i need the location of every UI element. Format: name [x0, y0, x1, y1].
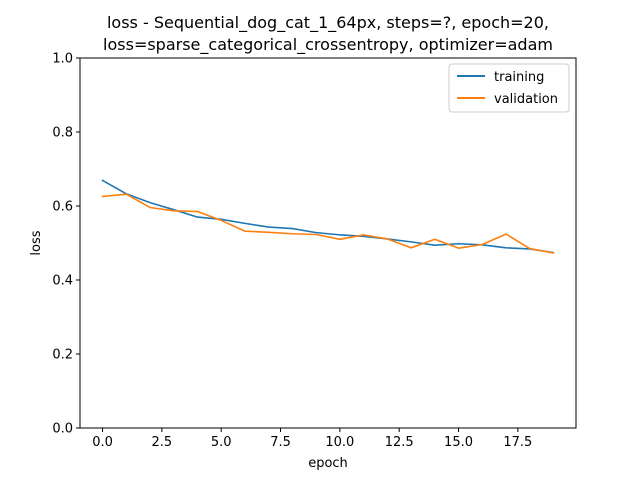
y-axis-ticks: 0.0 0.2 0.4 0.6 0.8 1.0	[52, 52, 80, 437]
x-tick-label: 12.5	[385, 435, 414, 450]
x-tick-label: 0.0	[92, 435, 113, 450]
series-lines	[101, 179, 555, 254]
x-tick-label: 2.5	[152, 435, 173, 450]
series-line-validation	[101, 193, 555, 254]
series-line-training	[101, 179, 555, 254]
x-axis-ticks: 0.0 2.5 5.0 7.5 10.0 12.5 15.0 17.5	[92, 428, 532, 450]
chart-title-line-2: loss=sparse_categorical_crossentropy, op…	[103, 35, 553, 55]
legend: training validation	[448, 63, 570, 113]
y-tick-label: 0.6	[52, 200, 73, 215]
x-tick-label: 5.0	[211, 435, 232, 450]
chart-title-line-1: loss - Sequential_dog_cat_1_64px, steps=…	[107, 13, 549, 33]
y-tick-label: 0.4	[52, 274, 73, 289]
y-tick-label: 0.0	[52, 422, 73, 437]
x-tick-label: 15.0	[444, 435, 473, 450]
x-tick-label: 10.0	[325, 435, 354, 450]
y-tick-label: 1.0	[52, 52, 73, 67]
legend-validation-label: validation	[494, 92, 558, 107]
y-axis-label: loss	[29, 230, 44, 255]
y-tick-label: 0.2	[52, 348, 73, 363]
x-axis-label: epoch	[308, 456, 348, 471]
x-tick-label: 17.5	[503, 435, 532, 450]
y-tick-label: 0.8	[52, 126, 73, 141]
legend-training-label: training	[494, 70, 544, 85]
plot-frame	[79, 57, 577, 429]
x-tick-label: 7.5	[270, 435, 291, 450]
